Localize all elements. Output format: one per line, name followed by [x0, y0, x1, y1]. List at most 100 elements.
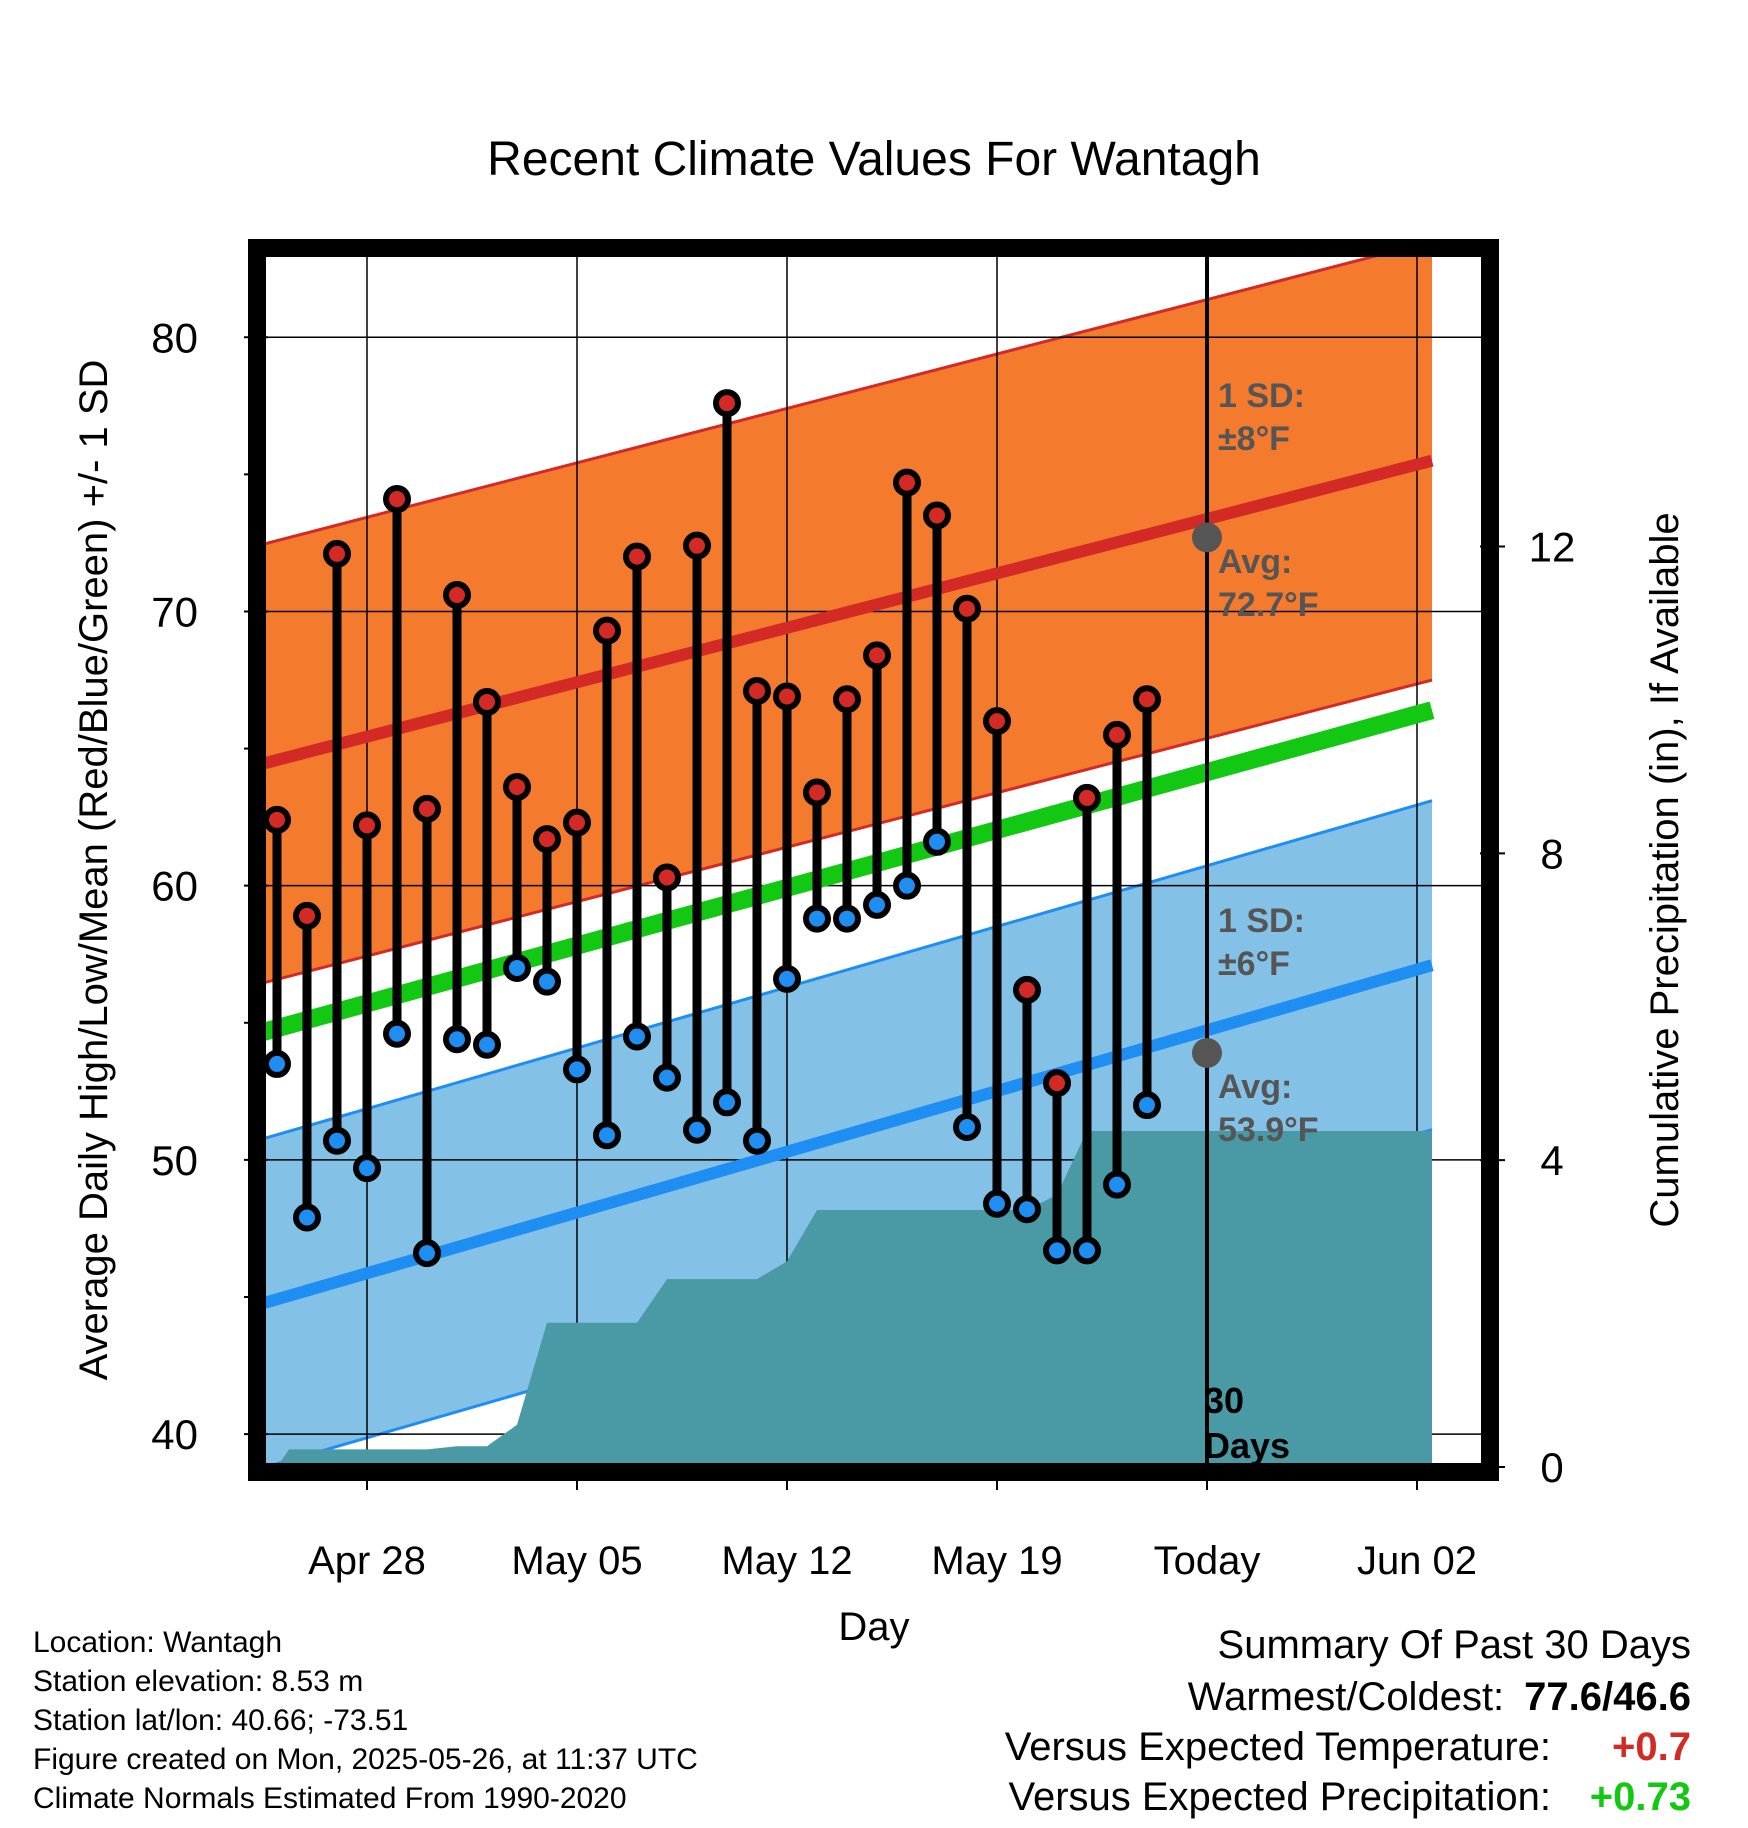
x-tick-label: Jun 02 — [1357, 1539, 1477, 1583]
low-point — [623, 1022, 651, 1051]
chart-title: Recent Climate Values For Wantagh — [487, 133, 1261, 186]
y-tick-label: 40 — [151, 1411, 198, 1458]
high-sd-label: 1 SD: — [1218, 377, 1305, 415]
low-point — [983, 1189, 1011, 1218]
x-tick-label: Apr 28 — [308, 1539, 426, 1583]
high-point — [1103, 720, 1131, 749]
axes: 40 50 60 70 80 0 4 8 12 Apr 28 May 05 May 12 May 19 T… — [151, 314, 1575, 1583]
high-band — [262, 255, 1432, 984]
normal-lines — [262, 454, 1435, 1310]
mean-line — [262, 701, 1435, 1042]
high-point — [473, 687, 501, 716]
high-point — [353, 811, 381, 840]
precip-cumulative-area — [262, 1131, 1432, 1467]
low-point — [803, 904, 831, 933]
y-tick-label: 70 — [151, 588, 198, 635]
daily-temperature-stems — [263, 389, 1161, 1268]
temperature-value: +0.7 — [1612, 1725, 1691, 1769]
low-point — [353, 1154, 381, 1183]
low-average-today-dot — [1192, 1037, 1222, 1068]
x-axis-label: Day — [838, 1605, 909, 1649]
low-sd-label: 1 SD: — [1218, 902, 1305, 940]
today-marker — [1192, 255, 1222, 1467]
low-point — [1013, 1195, 1041, 1224]
y2-tick-label: 8 — [1540, 830, 1563, 877]
high-point — [593, 616, 621, 645]
normals-text: Climate Normals Estimated From 1990-2020 — [33, 1782, 627, 1815]
warmest-coldest-value: 77.6/46.6 — [1524, 1675, 1691, 1719]
low-sd-value: ±6°F — [1218, 945, 1290, 983]
summary-title: Summary Of Past 30 Days — [1217, 1623, 1691, 1667]
low-point — [953, 1112, 981, 1141]
low-point — [833, 904, 861, 933]
y-axis-label: Average Daily High/Low/Mean (Red/Blue/Gr… — [72, 360, 116, 1381]
low-point — [323, 1126, 351, 1155]
low-band-upper-edge — [262, 799, 1433, 1141]
low-point — [1043, 1236, 1071, 1265]
x-tick-label: May 12 — [721, 1539, 852, 1583]
high-point — [413, 794, 441, 823]
low-point — [263, 1049, 291, 1078]
low-point — [773, 964, 801, 993]
low-point — [893, 871, 921, 900]
low-point — [593, 1121, 621, 1150]
y-tick-label: 60 — [151, 863, 198, 910]
high-point — [743, 676, 771, 705]
high-avg-label: Avg: — [1218, 543, 1292, 581]
low-point — [1073, 1236, 1101, 1265]
high-point — [713, 389, 741, 418]
low-point — [533, 967, 561, 996]
high-point — [383, 485, 411, 514]
elevation-text: Station elevation: 8.53 m — [33, 1665, 364, 1698]
low-point — [1133, 1091, 1161, 1120]
high-average-line — [262, 454, 1434, 771]
plot-frame — [248, 239, 1499, 1481]
low-point — [713, 1088, 741, 1117]
y-tick-label: 50 — [151, 1137, 198, 1184]
high-point — [983, 707, 1011, 736]
high-point — [503, 772, 531, 801]
high-point — [953, 594, 981, 623]
high-point — [833, 685, 861, 714]
low-average-line — [262, 959, 1434, 1310]
high-point — [923, 501, 951, 530]
low-point — [923, 827, 951, 856]
summary-precipitation: Versus Expected Precipitation: +0.73 — [1008, 1777, 1691, 1817]
high-point — [803, 778, 831, 807]
summary-temperature: Versus Expected Temperature: +0.7 — [1005, 1727, 1691, 1767]
high-average-today-dot — [1192, 522, 1222, 553]
days-count-value: 30 — [1204, 1380, 1244, 1421]
high-point — [533, 825, 561, 854]
precip-area — [262, 1131, 1432, 1467]
low-point — [293, 1203, 321, 1232]
low-point — [413, 1239, 441, 1268]
high-point — [263, 805, 291, 834]
y2-tick-label: 12 — [1529, 523, 1576, 570]
high-point — [1043, 1069, 1071, 1098]
x-tick-label: Today — [1154, 1539, 1261, 1583]
high-point — [1013, 975, 1041, 1004]
high-band-lower-edge — [262, 678, 1433, 985]
high-point — [653, 863, 681, 892]
high-point — [323, 539, 351, 568]
high-point — [443, 581, 471, 610]
annotations: 1 SD: ±8°F Avg: 72.7°F 1 SD: ±6°F Avg: 53.9°F 30… — [1204, 377, 1319, 1466]
high-point — [863, 641, 891, 670]
location-text: Location: Wantagh — [33, 1626, 283, 1659]
y-tick-label: 80 — [151, 314, 198, 361]
high-point — [623, 542, 651, 571]
latlon-text: Station lat/lon: 40.66; -73.51 — [33, 1704, 409, 1737]
low-avg-label: Avg: — [1218, 1068, 1292, 1106]
high-point — [893, 468, 921, 497]
x-tick-label: May 19 — [931, 1539, 1062, 1583]
summary-warmest-coldest: Warmest/Coldest: 77.6/46.6 — [1188, 1677, 1691, 1717]
high-point — [683, 531, 711, 560]
low-point — [503, 953, 531, 982]
warmest-coldest-label: Warmest/Coldest: — [1187, 1675, 1505, 1719]
low-point — [383, 1019, 411, 1048]
high-point — [773, 682, 801, 711]
low-point — [443, 1025, 471, 1054]
y2-tick-label: 0 — [1540, 1444, 1563, 1491]
precipitation-label: Versus Expected Precipitation: — [1008, 1775, 1551, 1819]
low-point — [863, 890, 891, 919]
